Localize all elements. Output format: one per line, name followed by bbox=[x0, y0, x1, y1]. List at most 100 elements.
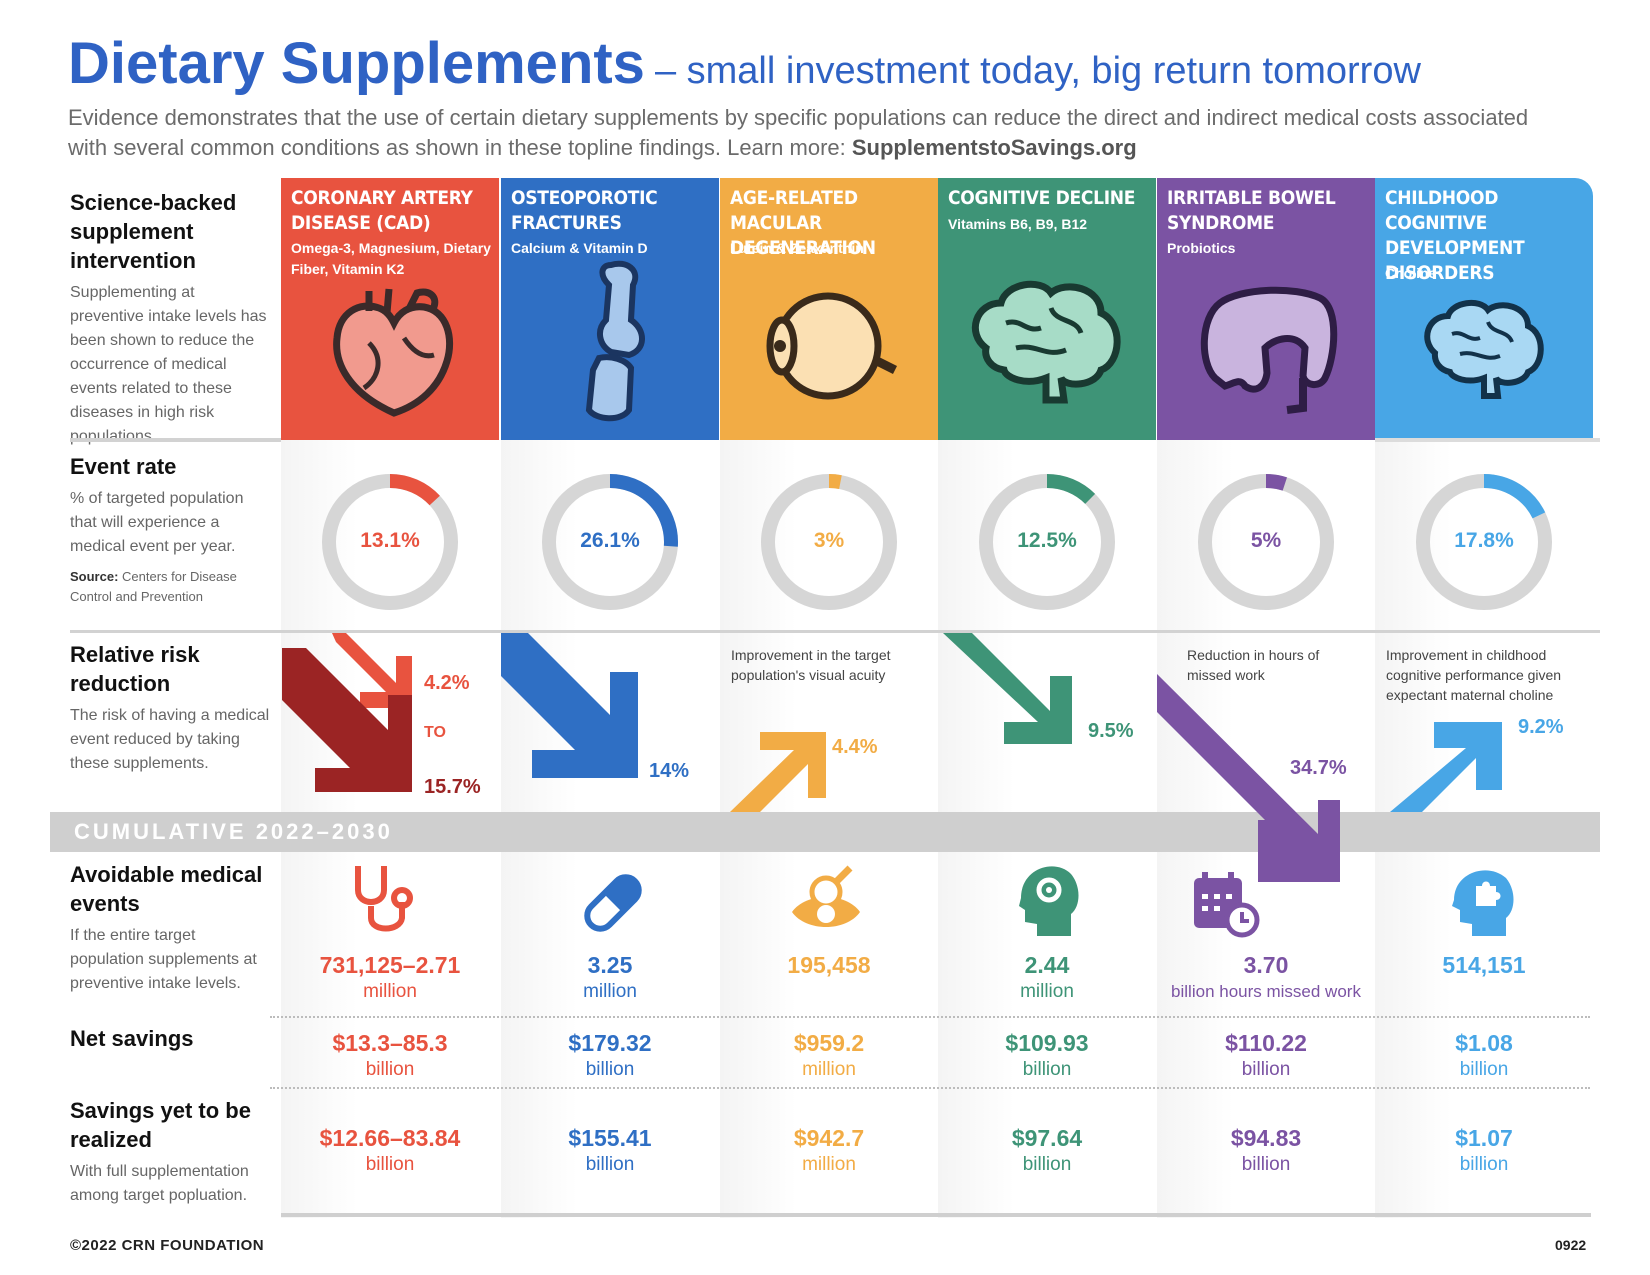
arrow-down-icon bbox=[943, 633, 1072, 744]
avoidable-events-value: 195,458 bbox=[720, 952, 938, 979]
supplement-names: Calcium & Vitamin D bbox=[511, 240, 648, 256]
head-gear-icon bbox=[1019, 866, 1079, 936]
risk-value: 9.2% bbox=[1518, 716, 1564, 738]
dotted-divider bbox=[270, 1016, 1590, 1018]
intestine-icon bbox=[1200, 286, 1338, 414]
arrow-down-icon bbox=[332, 633, 412, 708]
header-childhood: CHILDHOOD COGNITIVE DEVELOPMENT DISORDER… bbox=[1375, 178, 1593, 440]
avoidable-events-number: 514,151 bbox=[1442, 952, 1526, 978]
title-main: Dietary Supplements bbox=[68, 31, 645, 96]
net-savings-number: $1.08 bbox=[1455, 1030, 1513, 1056]
avoidable-events-number: 195,458 bbox=[787, 952, 871, 978]
avoidable-events-unit: million bbox=[1020, 981, 1074, 1002]
donut-fill bbox=[761, 474, 897, 610]
supplement-names: Choline bbox=[1385, 265, 1437, 281]
savings-yet-unit: billion bbox=[1459, 1154, 1509, 1175]
row-event-rate: Event rate % of targeted population that… bbox=[70, 452, 270, 607]
heart-icon bbox=[333, 288, 454, 417]
supplement-names: Omega-3, Magnesium, Dietary Fiber, Vitam… bbox=[291, 240, 491, 277]
row-risk-reduction: Relative risk reduction The risk of havi… bbox=[70, 640, 270, 776]
net-savings-value: $13.3–85.3 billion bbox=[281, 1030, 499, 1082]
avoidable-events-number: 731,125–2.71 bbox=[319, 952, 461, 978]
supplement-names: Lutein & Zeaxanthin bbox=[730, 240, 864, 256]
condition-name: COGNITIVE DECLINE bbox=[948, 187, 1136, 209]
savings-yet-unit: billion bbox=[585, 1154, 635, 1175]
donut-fill bbox=[322, 474, 458, 610]
arrow-up-icon bbox=[1390, 722, 1502, 812]
title-subtitle: – small investment today, big return tom… bbox=[654, 50, 1421, 92]
row-intervention: Science-backed supplement intervention S… bbox=[70, 188, 270, 449]
row-description: With full supplementation among target p… bbox=[70, 1163, 249, 1204]
site-link[interactable]: SupplementstoSavings.org bbox=[851, 135, 1137, 160]
net-savings-unit: billion bbox=[585, 1059, 635, 1080]
header-fractures: OSTEOPOROTIC FRACTURES Calcium & Vitamin… bbox=[501, 178, 719, 440]
risk-arrows bbox=[282, 633, 1502, 882]
header-amd: AGE-RELATED MACULAR DEGENERATION Lutein … bbox=[720, 178, 938, 440]
savings-yet-number: $94.83 bbox=[1230, 1125, 1302, 1151]
savings-yet-value: $942.7 million bbox=[720, 1125, 938, 1177]
intro-body: Evidence demonstrates that the use of ce… bbox=[68, 105, 1529, 160]
supplement-names: Probiotics bbox=[1167, 240, 1236, 256]
avoidable-events-value: 731,125–2.71 million bbox=[281, 952, 499, 1004]
event-rate-donut bbox=[1198, 474, 1334, 610]
intro-text: Evidence demonstrates that the use of ce… bbox=[68, 103, 1568, 163]
page-title: Dietary Supplements – small investment to… bbox=[68, 30, 1421, 97]
net-savings-unit: billion bbox=[1459, 1059, 1509, 1080]
eyeball-icon bbox=[766, 292, 898, 400]
bone-joint-icon bbox=[585, 260, 645, 422]
avoidable-events-value: 3.25 million bbox=[501, 952, 719, 1004]
row-heading: Net savings bbox=[70, 1026, 194, 1051]
net-savings-value: $179.32 billion bbox=[501, 1030, 719, 1082]
net-savings-number: $13.3–85.3 bbox=[332, 1030, 448, 1056]
risk-note: Reduction in hours of missed work bbox=[1187, 647, 1320, 683]
source-text: Centers for Disease Control and Preventi… bbox=[70, 569, 237, 604]
avoidable-events-unit: million bbox=[363, 981, 417, 1002]
avoidable-events-value: 514,151 bbox=[1375, 952, 1593, 979]
arrow-down-icon bbox=[1157, 674, 1340, 882]
event-rate-donut bbox=[322, 474, 458, 610]
supplement-names: Vitamins B6, B9, B12 bbox=[948, 216, 1088, 232]
event-rate-value: 26.1% bbox=[580, 529, 640, 552]
avoidable-events-value: 3.70 billion hours missed work bbox=[1157, 952, 1375, 1004]
savings-yet-value: $97.64 billion bbox=[938, 1125, 1156, 1177]
pill-icon bbox=[584, 874, 642, 932]
risk-value: 9.5% bbox=[1088, 720, 1134, 742]
net-savings-value: $959.2 million bbox=[720, 1030, 938, 1082]
risk-to-label: TO bbox=[424, 724, 446, 741]
head-puzzle-icon bbox=[1452, 870, 1514, 936]
net-savings-number: $110.22 bbox=[1225, 1030, 1307, 1056]
row-heading: Event rate bbox=[70, 454, 177, 479]
savings-yet-number: $1.07 bbox=[1455, 1125, 1513, 1151]
savings-yet-number: $155.41 bbox=[568, 1125, 652, 1151]
savings-yet-number: $942.7 bbox=[793, 1125, 865, 1151]
condition-name: OSTEOPOROTIC FRACTURES bbox=[511, 187, 658, 234]
row-description: If the entire target population suppleme… bbox=[70, 927, 257, 992]
brain-icon bbox=[1424, 299, 1544, 399]
net-savings-value: $109.93 billion bbox=[938, 1030, 1156, 1082]
header-cognitive: COGNITIVE DECLINE Vitamins B6, B9, B12 bbox=[938, 178, 1156, 440]
risk-note: Improvement in the target population's v… bbox=[731, 647, 891, 683]
risk-note: Improvement in childhood cognitive perfo… bbox=[1386, 647, 1562, 703]
divider bbox=[70, 630, 1600, 633]
arrow-up-icon bbox=[730, 732, 826, 812]
donut-fill bbox=[1416, 474, 1552, 610]
event-rate-value: 5% bbox=[1250, 529, 1282, 552]
header-cad: CORONARY ARTERY DISEASE (CAD) Omega-3, M… bbox=[281, 178, 499, 440]
savings-yet-number: $12.66–83.84 bbox=[319, 1125, 461, 1151]
avoidable-events-value: 2.44 million bbox=[938, 952, 1156, 1004]
row-net-savings: Net savings bbox=[70, 1024, 270, 1053]
condition-name: IRRITABLE BOWEL SYNDROME bbox=[1167, 187, 1336, 234]
savings-yet-unit: billion bbox=[365, 1154, 415, 1175]
source-label: Source: bbox=[70, 569, 119, 584]
event-rate-value: 17.8% bbox=[1454, 529, 1514, 552]
net-savings-unit: billion bbox=[1022, 1059, 1072, 1080]
avoidable-events-unit: million bbox=[583, 981, 637, 1002]
savings-yet-unit: billion bbox=[1241, 1154, 1291, 1175]
cumulative-label: CUMULATIVE 2022–2030 bbox=[74, 819, 393, 844]
row-avoidable: Avoidable medical events If the entire t… bbox=[70, 860, 270, 996]
stethoscope-icon bbox=[355, 866, 413, 932]
event-rate-donut bbox=[1416, 474, 1552, 610]
event-rate-value: 13.1% bbox=[360, 529, 420, 552]
savings-yet-value: $155.41 billion bbox=[501, 1125, 719, 1177]
avoidable-events-number: 3.70 bbox=[1243, 952, 1289, 978]
